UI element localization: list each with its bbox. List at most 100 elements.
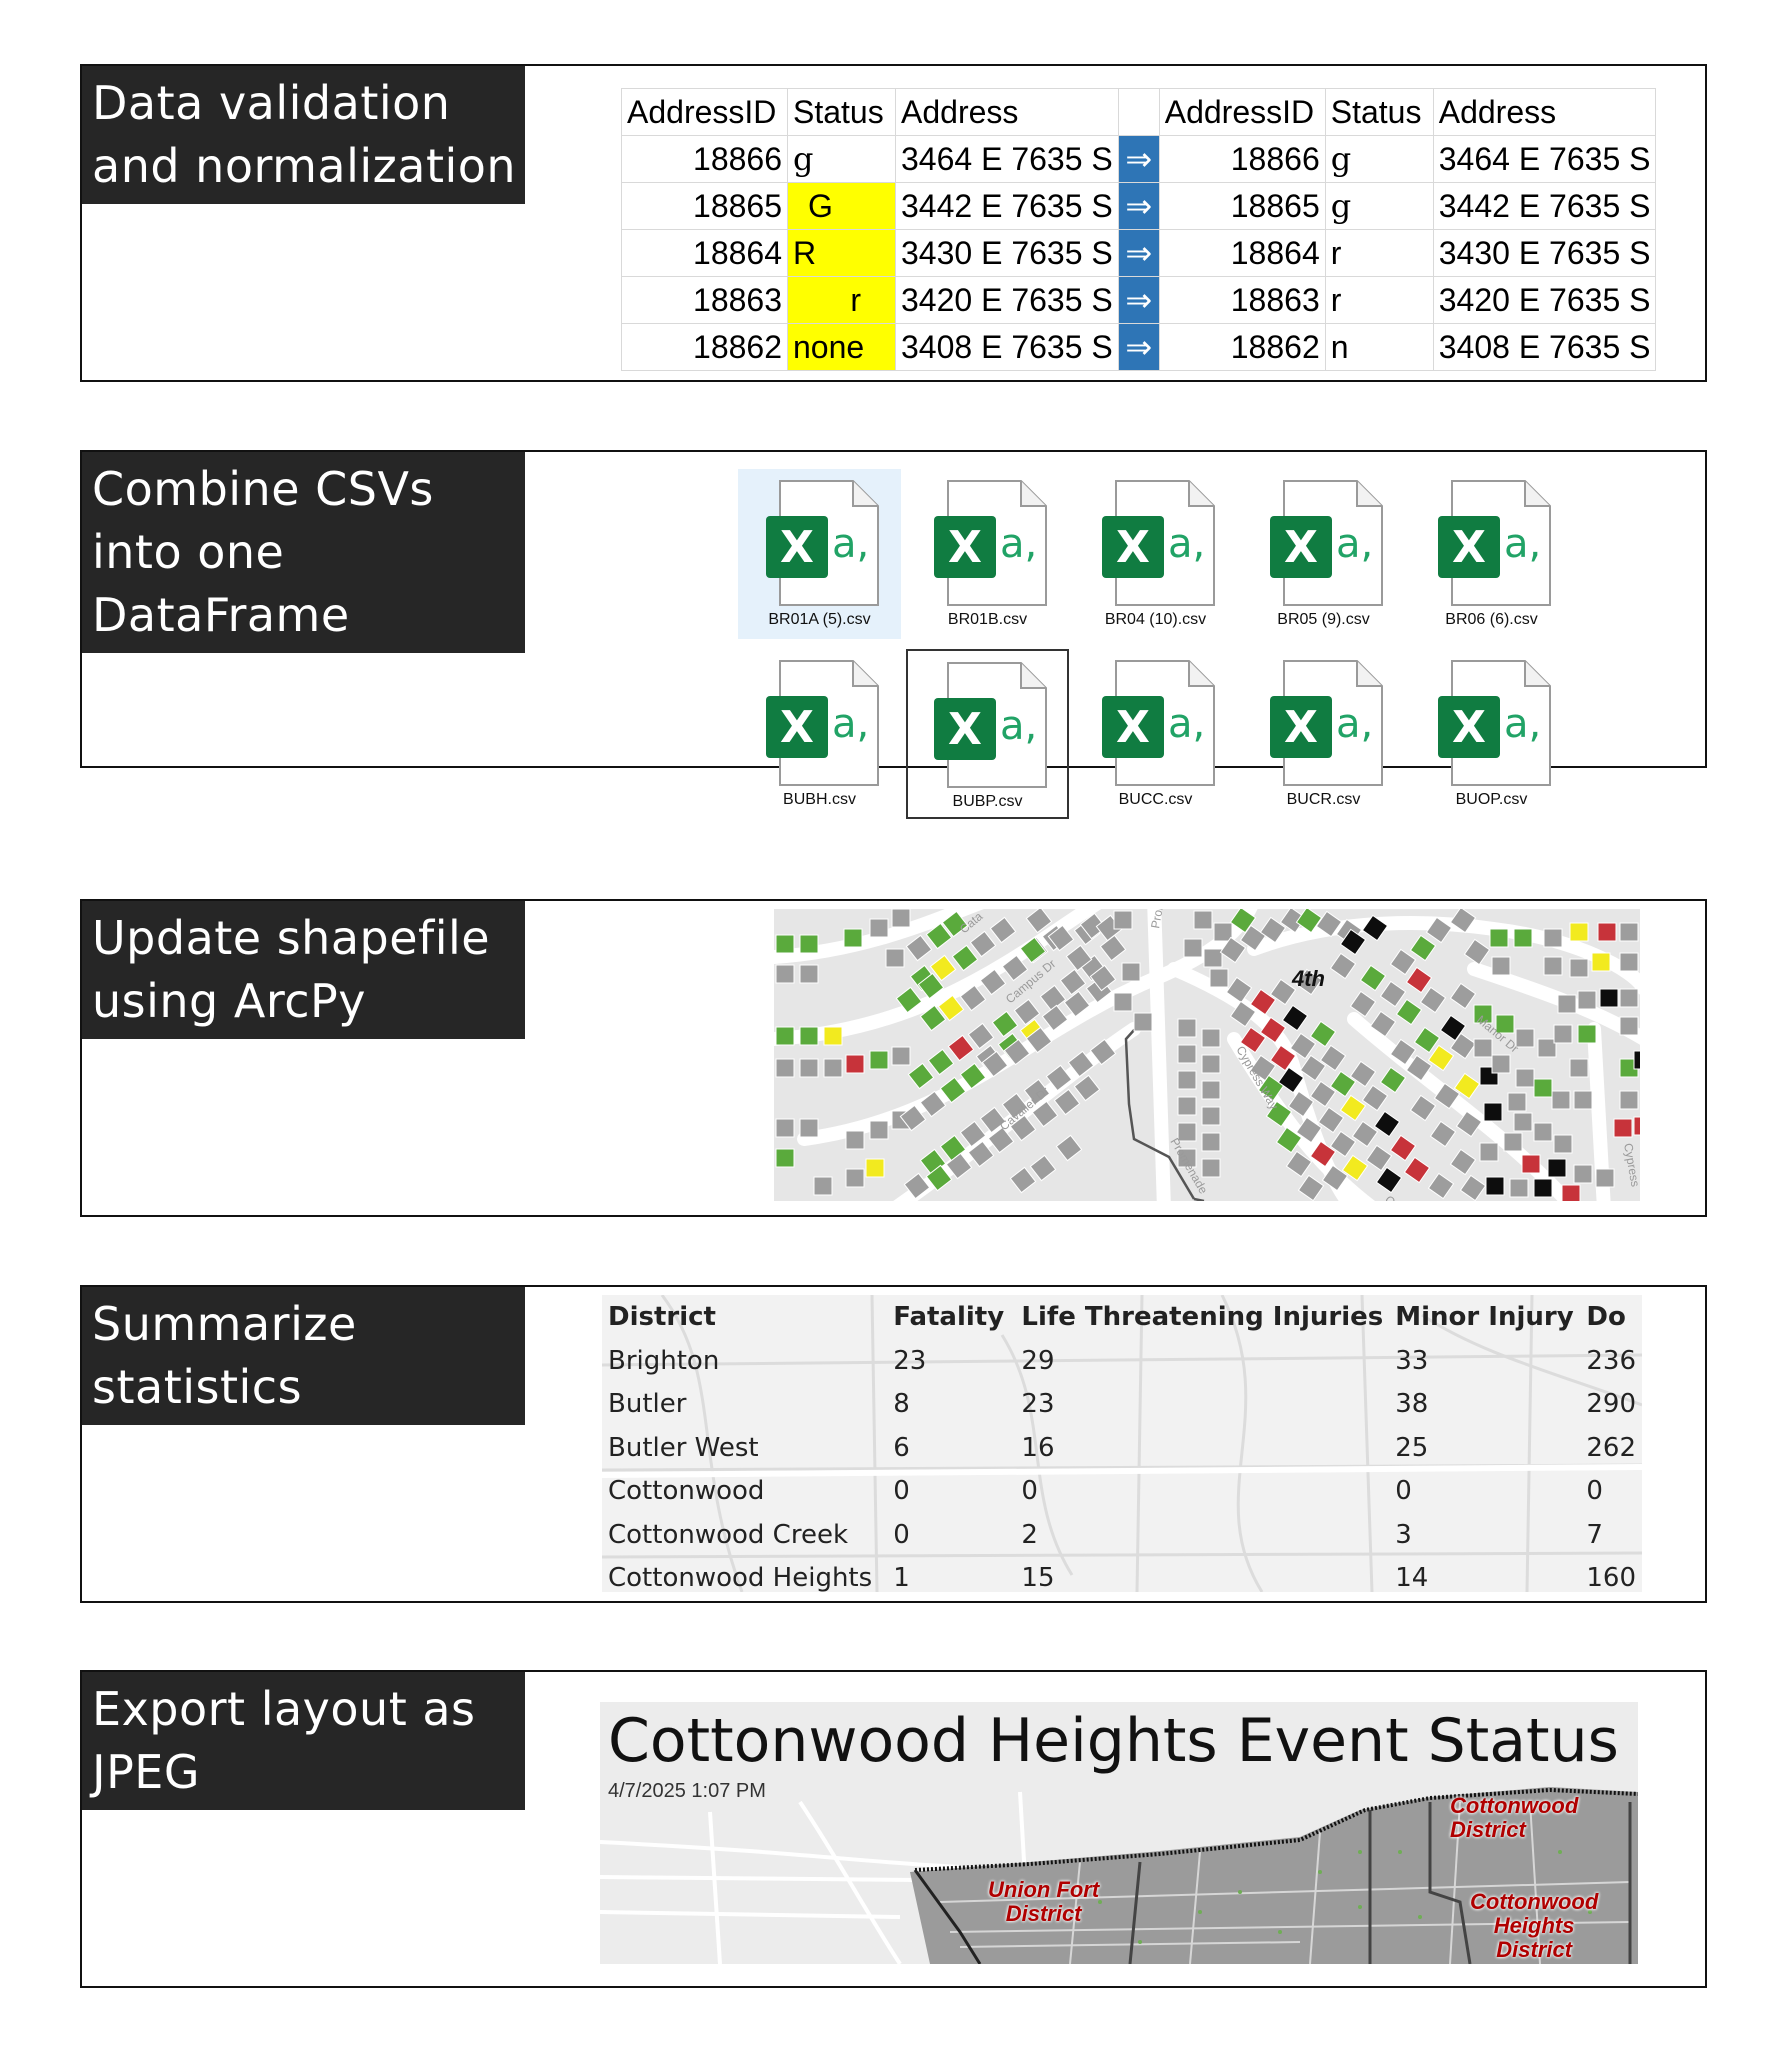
section-label: Summarize statistics [82,1287,525,1425]
label-line: Cottonwood [1470,1889,1599,1914]
parcel-square [799,934,819,954]
cell: 3430 E 7635 S [1432,229,1657,277]
parcel-square [1339,1094,1367,1122]
parcel-square [813,1176,833,1196]
parcel-square [1329,1070,1357,1098]
cell: g [1324,135,1434,183]
parcel-square [1269,978,1297,1006]
table-cell: 0 [893,1476,910,1507]
parcel-square [865,1158,885,1178]
parcel-square [1491,1054,1511,1074]
csv-file-name: BR01A (5).csv [768,611,871,628]
parcel-square [843,928,863,948]
svg-text:X: X [1116,702,1150,753]
cell: 3420 E 7635 S [1432,276,1657,324]
cell: r [787,276,896,324]
parcel-square [1361,914,1389,942]
parcel-square [967,1140,995,1168]
table-cell: 7 [1586,1519,1603,1550]
parcel-square [1395,998,1423,1026]
parcel-square [1515,1068,1535,1088]
parcel-square [941,910,969,938]
section-label: Combine CSVs into one DataFrame [82,452,525,653]
cell: g [1324,182,1434,230]
arrow-cell: ⇒ [1117,182,1160,230]
parcel-square [1225,976,1253,1004]
cell: G [787,182,896,230]
svg-text:a,: a, [1504,701,1541,747]
table-cell: 14 [1395,1563,1429,1592]
parcel-square [959,984,987,1012]
cell: 18864 [1158,229,1326,277]
header-cell: District [608,1302,716,1332]
parcel-square [1039,984,1067,1012]
svg-text:X: X [1452,702,1486,753]
parcel-square [869,1120,889,1140]
parcel-square [1209,968,1229,988]
table-cell: 160 [1586,1563,1636,1592]
parcel-square [1485,1176,1505,1196]
parcel-square [1089,964,1117,992]
layout-map [600,1702,1638,1964]
parcel-square [1177,1070,1197,1090]
cell: n [1324,323,1434,371]
table-row: Cottonwood 0 0 0 0 [602,1470,1642,1514]
parcel-square [1201,1106,1221,1126]
parcel-square [1259,916,1287,944]
parcel-square [1309,1080,1337,1108]
parcel-square [919,1004,947,1032]
cell: 18865 [1158,182,1326,230]
parcel-square [967,1022,995,1050]
parcel-square [1329,952,1357,980]
parcel-square [1289,1032,1317,1060]
header-cell: Fatality [893,1302,1005,1332]
header-cell: Address [895,88,1119,136]
table-row: Butler West 6 16 25 262 [602,1426,1642,1470]
parcel-square [869,918,889,938]
header-cell: AddressID [621,88,788,136]
parcel-square [945,1152,973,1180]
parcel-square [1403,1156,1431,1184]
parcel-square [1329,1130,1357,1158]
cell: 18863 [621,276,788,324]
parcel-square [1365,1144,1393,1172]
svg-text:X: X [1284,702,1318,753]
parcel-square [845,1054,865,1074]
parcel-square [1619,1016,1639,1036]
table-row: 18863 r 3420 E 7635 S ⇒ 18863 r 3420 E 7… [621,276,1657,324]
svg-text:X: X [1116,522,1150,573]
label-line: District [1005,1901,1082,1926]
parcel-square [1439,1014,1467,1042]
parcel-square [929,954,957,982]
parcel-square [1503,1132,1523,1152]
parcel-square [775,934,795,954]
table-cell: 16 [1021,1432,1055,1463]
parcel-square [1569,958,1589,978]
cottonwood-heights-district-label: Cottonwood Heights District [1470,1890,1598,1962]
arrow-cell: ⇒ [1117,135,1160,183]
label-line: District [1450,1817,1526,1842]
table-cell: 23 [1021,1389,1055,1420]
parcel-square [1341,1154,1369,1182]
parcel-square [917,972,945,1000]
parcel-square [1389,948,1417,976]
parcel-square [1389,1038,1417,1066]
section-label: Export layout as JPEG [82,1672,525,1810]
svg-text:a,: a, [832,701,869,747]
cell: R [787,229,896,277]
parcel-square [1427,1172,1455,1200]
parcel-status-map: Cata Campus Dr Cavalier Dr Prom Promenade Cyp… [774,909,1640,1201]
exported-layout-preview: Cottonwood Heights Event Status 4/7/2025… [600,1702,1638,1964]
